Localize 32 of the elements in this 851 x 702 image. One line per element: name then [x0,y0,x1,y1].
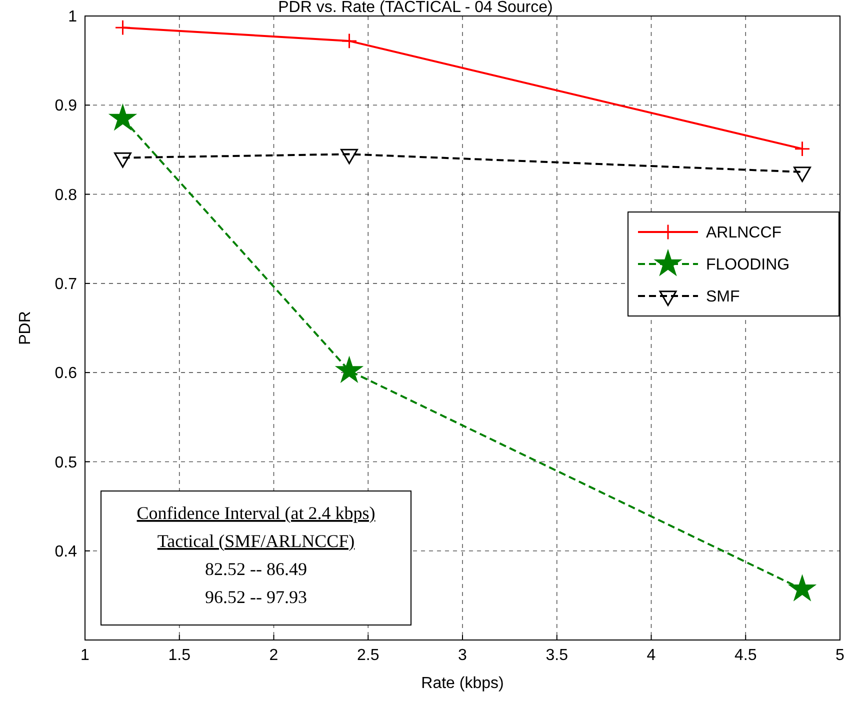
annotation: Tactical (SMF/ARLNCCF) [157,531,355,551]
y-tick-label: 1 [68,8,78,26]
legend-label: ARLNCCF [706,224,782,242]
annotation: 96.52 -- 97.93 [205,587,307,607]
y-tick-label: 0.7 [54,276,78,294]
y-tick-label: 0.5 [54,454,78,472]
annotation: 82.52 -- 86.49 [205,559,307,579]
x-tick-label: 4.5 [734,647,757,664]
point [341,32,358,49]
point [794,140,810,157]
x-tick-label: 1.5 [168,647,191,664]
x-tick-label: 1 [80,647,90,664]
x-tick-label: 3.5 [546,647,568,664]
y-tick-label: 0.8 [54,186,78,204]
x-tick-label: 4 [646,647,656,664]
x-tick-label: 3 [458,647,468,664]
legend-label: FLOODING [706,256,790,274]
y-tick-label: 0.6 [54,365,78,382]
point [336,357,362,382]
x-tick-label: 5 [836,647,845,664]
legend-label: SMF [706,288,740,306]
y-axis-title: PDR [17,311,34,345]
y-tick-label: 0.9 [54,98,78,115]
chart-title: PDR vs. Rate (TACTICAL - 04 Source) [278,0,553,16]
point [110,105,136,130]
point [789,576,816,600]
annotation: Confidence Interval (at 2.4 kbps) [136,503,376,523]
x-axis-title: Rate (kbps) [421,675,504,692]
x-tick-label: 2 [269,647,278,664]
x-tick-label: 2.5 [357,647,380,664]
y-tick-label: 0.4 [54,543,78,560]
point [114,20,131,36]
